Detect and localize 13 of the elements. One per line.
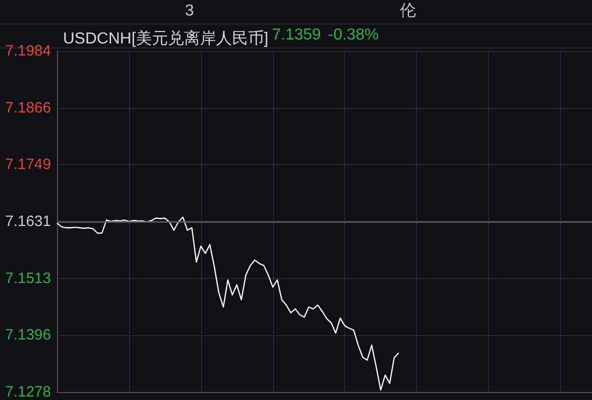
y-tick-label: 7.1749 <box>5 156 51 174</box>
y-tick-label: 7.1513 <box>5 270 51 287</box>
y-tick-label: 7.1631 <box>5 213 51 230</box>
text: -0.38% <box>328 26 379 44</box>
text: 7.1359 <box>272 26 322 44</box>
y-tick-label: 7.1278 <box>5 384 51 400</box>
y-tick-label: 7.1396 <box>5 326 51 344</box>
y-tick-label: 7.1866 <box>5 99 51 116</box>
chart-title: USDCNH[美元兑离岸人民币] <box>63 30 268 48</box>
y-tick-label: 7.1984 <box>5 42 51 60</box>
text: 伦 <box>400 2 416 20</box>
text: 3 <box>185 2 194 20</box>
line-series <box>56 216 400 391</box>
